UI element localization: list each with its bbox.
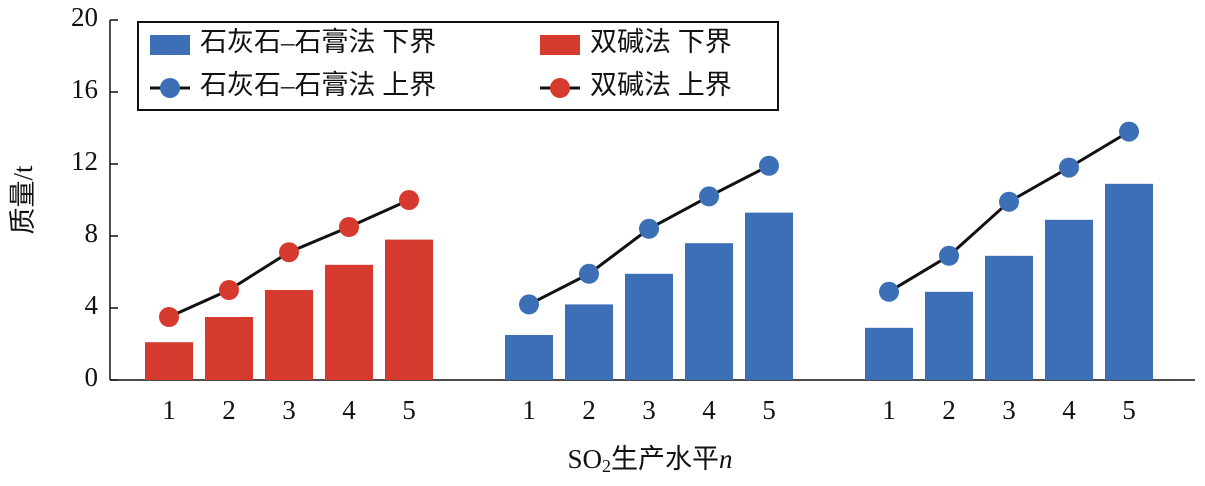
x-axis-label: SO2生产水平n — [567, 444, 732, 476]
line-marker — [279, 242, 299, 263]
x-tick-label: 2 — [942, 395, 956, 425]
legend-marker — [160, 78, 180, 98]
bar — [205, 317, 253, 380]
bar — [265, 290, 313, 380]
legend-swatch — [150, 35, 190, 55]
line-marker — [339, 217, 359, 237]
bar — [505, 335, 553, 380]
line-marker — [159, 307, 179, 327]
bar — [565, 304, 613, 380]
bar — [625, 273, 673, 380]
legend-label: 石灰石–石膏法 上界 — [200, 70, 436, 100]
line-marker — [639, 218, 659, 239]
line — [528, 130, 1130, 306]
x-tick-label: 4 — [1062, 395, 1076, 425]
x-label-part: n — [719, 444, 733, 474]
bar — [145, 342, 193, 380]
bar — [865, 327, 913, 380]
line-marker — [939, 245, 959, 266]
x-tick-label: 4 — [342, 395, 356, 425]
y-tick-label: 8 — [85, 218, 99, 248]
line-marker — [579, 263, 599, 284]
legend-label: 双碱法 下界 — [590, 27, 732, 57]
y-tick-label: 20 — [71, 2, 98, 32]
line-marker — [999, 191, 1019, 212]
legend-label: 石灰石–石膏法 下界 — [200, 27, 436, 57]
bar — [685, 243, 733, 380]
x-tick-label: 1 — [882, 395, 896, 425]
legend-swatch — [540, 35, 580, 55]
line-marker — [879, 281, 899, 302]
x-tick-label: 3 — [282, 395, 296, 425]
y-axis-label: 质量/t — [8, 165, 38, 235]
x-tick-label: 5 — [402, 395, 416, 425]
y-tick-label: 0 — [85, 362, 99, 392]
line-marker — [1059, 157, 1079, 178]
x-tick-label: 3 — [1002, 395, 1016, 425]
bar — [1105, 183, 1153, 380]
bar — [1045, 219, 1093, 380]
x-tick-label: 1 — [522, 395, 536, 425]
x-tick-label: 2 — [222, 395, 236, 425]
line-marker — [699, 186, 719, 207]
line-marker — [399, 190, 419, 210]
legend-marker — [550, 78, 570, 98]
line-marker — [219, 280, 239, 300]
x-tick-label: 5 — [762, 395, 776, 425]
bar — [985, 255, 1033, 380]
x-tick-label: 1 — [162, 395, 176, 425]
line-marker — [519, 294, 539, 315]
y-tick-label: 4 — [85, 290, 99, 320]
x-label-part: SO — [567, 444, 602, 474]
line-marker — [1119, 121, 1139, 142]
legend-box — [137, 21, 779, 111]
bar — [325, 264, 373, 380]
x-label-subscript: 2 — [602, 456, 611, 476]
x-label-part: 生产水平 — [611, 444, 719, 474]
bar — [385, 239, 433, 380]
x-tick-label: 5 — [1122, 395, 1136, 425]
line-marker — [759, 155, 779, 176]
x-tick-label: 4 — [702, 395, 716, 425]
legend-label: 双碱法 上界 — [590, 70, 732, 100]
x-tick-label: 3 — [642, 395, 656, 425]
bar — [925, 291, 973, 380]
y-tick-label: 16 — [71, 74, 98, 104]
x-tick-label: 2 — [582, 395, 596, 425]
bar — [745, 212, 793, 380]
y-tick-label: 12 — [71, 146, 98, 176]
